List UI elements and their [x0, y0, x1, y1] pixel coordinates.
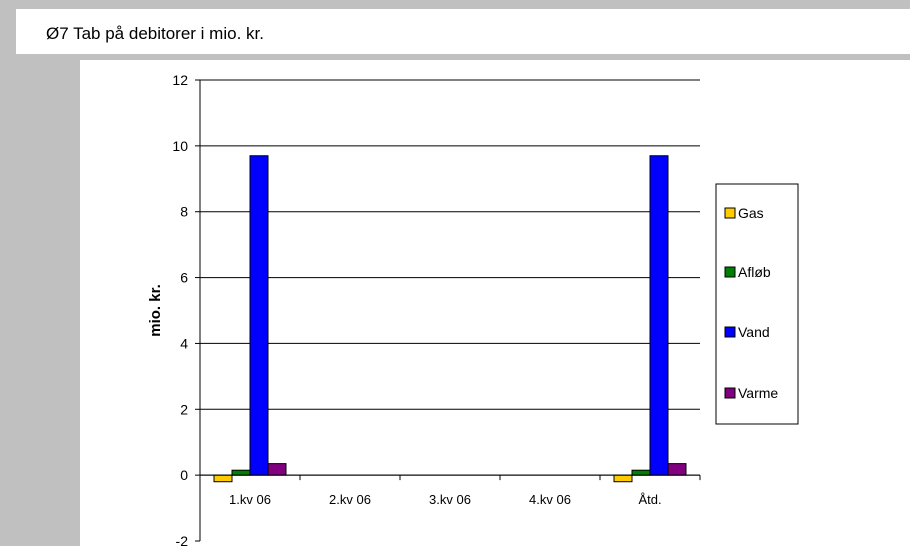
title-cell: Ø7 Tab på debitorer i mio. kr.: [16, 9, 910, 60]
legend-label-gas: Gas: [738, 205, 764, 221]
legend-label-vand: Vand: [738, 324, 770, 340]
bar-gas: [613, 474, 633, 483]
y-tick-label: 6: [180, 270, 188, 286]
header-band: [0, 0, 910, 9]
y-tick-label: 2: [180, 401, 188, 417]
legend-swatch-afløb: [724, 266, 736, 278]
x-category-label: 3.kv 06: [429, 492, 471, 507]
bar-gas: [213, 474, 233, 483]
bar-varme: [267, 463, 287, 476]
legend-swatch-gas: [724, 207, 736, 219]
x-category-label: 1.kv 06: [229, 492, 271, 507]
y-tick-label: -2: [176, 533, 189, 546]
y-tick-label: 8: [180, 204, 188, 220]
legend-swatch-varme: [724, 387, 736, 399]
chart-area: -2 0 2 4 6 8 10 12 mio. kr. 1.kv 06 2.kv 06 3.kv 06…: [80, 60, 910, 546]
x-category-label: 4.kv 06: [529, 492, 571, 507]
y-axis-title: mio. kr.: [147, 284, 164, 337]
page-title: Ø7 Tab på debitorer i mio. kr.: [46, 24, 264, 43]
legend-box: [715, 183, 799, 425]
bar-varme: [667, 463, 687, 476]
y-tick-label: 4: [180, 335, 188, 351]
x-category-label: 2.kv 06: [329, 492, 371, 507]
bar-vand: [649, 155, 669, 476]
left-margin-band: [0, 0, 16, 546]
bar-afløb: [631, 469, 651, 476]
bar-vand: [249, 155, 269, 476]
legend-label-varme: Varme: [738, 385, 778, 401]
y-tick-label: 0: [180, 467, 188, 483]
y-tick-label: 12: [172, 72, 188, 88]
bar-afløb: [231, 469, 251, 476]
y-tick-label: 10: [172, 138, 188, 154]
row-header-column: [16, 60, 80, 546]
legend-swatch-vand: [724, 326, 736, 338]
bar-chart: -2 0 2 4 6 8 10 12 mio. kr. 1.kv 06 2.kv 06 3.kv 06…: [147, 72, 799, 546]
x-category-label: Åtd.: [638, 492, 661, 507]
legend-label-afløb: Afløb: [738, 264, 771, 280]
